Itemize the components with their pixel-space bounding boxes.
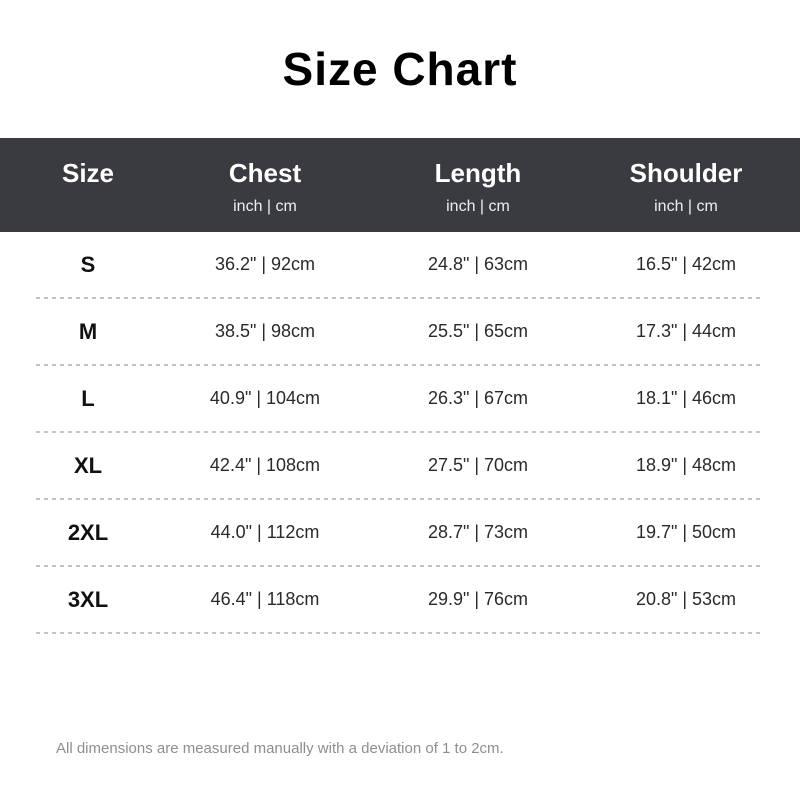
length-value: 29.9" | 76cm	[427, 589, 529, 609]
column-label: Size	[61, 158, 115, 188]
length-value: 28.7" | 73cm	[427, 522, 529, 542]
column-label: Length	[434, 158, 522, 188]
length-value: 27.5" | 70cm	[427, 455, 529, 475]
size-value: M	[78, 318, 98, 344]
shoulder-value: 19.7" | 50cm	[635, 522, 737, 542]
size-value: L	[81, 385, 95, 411]
shoulder-value: 16.5" | 42cm	[635, 254, 737, 274]
length-value: 25.5" | 65cm	[427, 321, 529, 341]
column-header-chest: Chest inch | cm	[176, 156, 354, 217]
title-area: Size Chart	[0, 0, 800, 138]
table-row: L 40.9" | 104cm 26.3" | 67cm 18.1" | 46c…	[0, 366, 800, 431]
chest-value: 46.4" | 118cm	[210, 589, 320, 609]
column-label: Shoulder	[629, 158, 743, 188]
table-header: Size Chest inch | cm Length inch | cm Sh…	[0, 138, 800, 232]
size-value: XL	[73, 452, 103, 478]
shoulder-value: 17.3" | 44cm	[635, 321, 737, 341]
page-title: Size Chart	[282, 43, 518, 95]
row-divider	[36, 431, 764, 433]
column-unit: inch | cm	[233, 198, 297, 215]
length-value: 24.8" | 63cm	[427, 254, 529, 274]
chest-value: 40.9" | 104cm	[209, 388, 321, 408]
table-row: XL 42.4" | 108cm 27.5" | 70cm 18.9" | 48…	[0, 433, 800, 498]
column-unit	[0, 198, 176, 217]
table-row: S 36.2" | 92cm 24.8" | 63cm 16.5" | 42cm	[0, 232, 800, 297]
row-divider	[36, 565, 764, 567]
chest-value: 44.0" | 112cm	[210, 522, 320, 542]
length-value: 26.3" | 67cm	[427, 388, 529, 408]
column-header-length: Length inch | cm	[354, 156, 602, 217]
row-divider	[36, 297, 764, 299]
chest-value: 42.4" | 108cm	[209, 455, 321, 475]
row-divider	[36, 364, 764, 366]
shoulder-value: 18.1" | 46cm	[635, 388, 737, 408]
column-unit: inch | cm	[654, 198, 718, 215]
column-header-shoulder: Shoulder inch | cm	[602, 156, 770, 217]
shoulder-value: 20.8" | 53cm	[635, 589, 737, 609]
size-value: 2XL	[67, 519, 109, 545]
table-row: M 38.5" | 98cm 25.5" | 65cm 17.3" | 44cm	[0, 299, 800, 364]
table-row: 3XL 46.4" | 118cm 29.9" | 76cm 20.8" | 5…	[0, 567, 800, 632]
chest-value: 38.5" | 98cm	[214, 321, 316, 341]
measurement-disclaimer: All dimensions are measured manually wit…	[56, 740, 504, 757]
column-label: Chest	[228, 158, 302, 188]
column-header-size: Size	[0, 156, 176, 217]
chest-value: 36.2" | 92cm	[214, 254, 316, 274]
shoulder-value: 18.9" | 48cm	[635, 455, 737, 475]
column-unit: inch | cm	[446, 198, 510, 215]
size-value: 3XL	[67, 586, 109, 612]
row-divider	[36, 498, 764, 500]
row-divider	[36, 632, 764, 634]
table-row: 2XL 44.0" | 112cm 28.7" | 73cm 19.7" | 5…	[0, 500, 800, 565]
size-value: S	[80, 251, 96, 277]
